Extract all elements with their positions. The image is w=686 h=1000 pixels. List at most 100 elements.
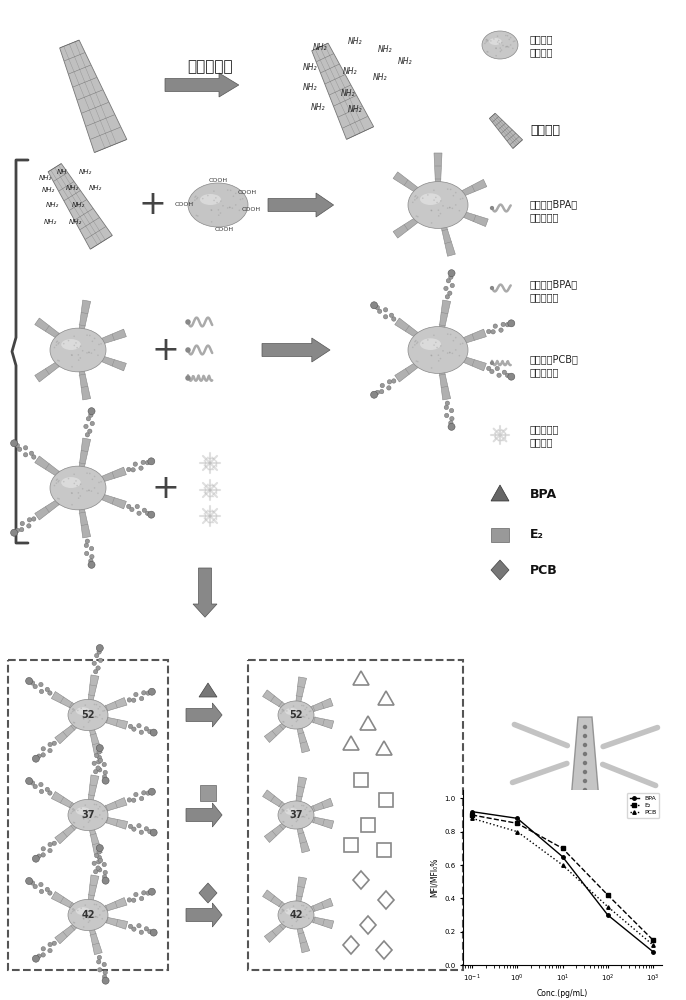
- Circle shape: [99, 706, 101, 708]
- Circle shape: [27, 518, 32, 522]
- Circle shape: [88, 921, 89, 923]
- Circle shape: [72, 909, 73, 910]
- Circle shape: [100, 343, 102, 345]
- Circle shape: [95, 853, 99, 858]
- Circle shape: [297, 712, 298, 713]
- Circle shape: [56, 482, 57, 484]
- Circle shape: [99, 714, 101, 716]
- Circle shape: [102, 918, 103, 920]
- BPA: [649, 946, 657, 958]
- Circle shape: [486, 40, 488, 42]
- Circle shape: [192, 202, 193, 203]
- Circle shape: [102, 877, 109, 884]
- Circle shape: [447, 291, 452, 295]
- Circle shape: [39, 789, 44, 794]
- Circle shape: [499, 43, 500, 44]
- Circle shape: [56, 341, 58, 343]
- Circle shape: [97, 860, 101, 864]
- Circle shape: [139, 730, 143, 734]
- Circle shape: [211, 221, 213, 223]
- Circle shape: [95, 916, 97, 917]
- Circle shape: [283, 709, 285, 711]
- Circle shape: [583, 734, 587, 738]
- Circle shape: [412, 202, 414, 203]
- Circle shape: [486, 366, 491, 371]
- Line: PCB: PCB: [471, 817, 654, 947]
- Circle shape: [76, 347, 78, 348]
- Circle shape: [41, 947, 45, 951]
- Text: +: +: [138, 188, 166, 222]
- Circle shape: [286, 910, 287, 912]
- Circle shape: [211, 209, 212, 211]
- Circle shape: [215, 197, 217, 199]
- Circle shape: [102, 775, 107, 779]
- Circle shape: [453, 195, 454, 196]
- Circle shape: [139, 696, 144, 701]
- Circle shape: [58, 343, 59, 345]
- Circle shape: [293, 805, 294, 807]
- Circle shape: [150, 729, 157, 736]
- Circle shape: [417, 361, 418, 362]
- Circle shape: [296, 919, 298, 921]
- Circle shape: [239, 210, 240, 211]
- Circle shape: [196, 198, 198, 200]
- Circle shape: [98, 344, 99, 345]
- Circle shape: [216, 202, 218, 203]
- Circle shape: [23, 446, 27, 450]
- Circle shape: [449, 207, 451, 208]
- Text: COOH: COOH: [242, 207, 261, 212]
- Text: +: +: [151, 472, 179, 504]
- Circle shape: [294, 813, 296, 814]
- Circle shape: [434, 344, 435, 346]
- E₂: [604, 889, 612, 901]
- Circle shape: [444, 405, 449, 410]
- Circle shape: [93, 769, 98, 774]
- Polygon shape: [393, 204, 439, 238]
- Circle shape: [455, 337, 457, 338]
- Polygon shape: [294, 877, 307, 915]
- Circle shape: [301, 716, 303, 718]
- Polygon shape: [394, 349, 439, 382]
- Circle shape: [451, 353, 453, 354]
- Text: COOH: COOH: [238, 190, 257, 195]
- Circle shape: [88, 559, 93, 563]
- Ellipse shape: [76, 907, 90, 915]
- Circle shape: [296, 921, 297, 922]
- Circle shape: [306, 707, 307, 708]
- Circle shape: [305, 809, 306, 810]
- Circle shape: [455, 349, 457, 351]
- Circle shape: [195, 195, 197, 197]
- Circle shape: [88, 490, 90, 491]
- Circle shape: [103, 970, 108, 975]
- Circle shape: [296, 821, 297, 822]
- Circle shape: [41, 747, 45, 751]
- Circle shape: [150, 929, 157, 936]
- Polygon shape: [438, 203, 488, 227]
- Circle shape: [462, 198, 464, 199]
- Polygon shape: [491, 560, 509, 580]
- Circle shape: [436, 347, 438, 348]
- Circle shape: [296, 917, 297, 919]
- Circle shape: [91, 341, 93, 342]
- Circle shape: [20, 521, 25, 526]
- Text: 锹霞亲和素: 锹霞亲和素: [530, 424, 559, 434]
- Circle shape: [414, 344, 416, 346]
- Circle shape: [449, 421, 453, 425]
- Circle shape: [388, 380, 392, 384]
- Circle shape: [501, 322, 506, 327]
- Circle shape: [93, 669, 98, 674]
- FancyArrow shape: [186, 703, 222, 727]
- Circle shape: [57, 360, 58, 361]
- Circle shape: [25, 678, 33, 684]
- Circle shape: [194, 199, 196, 201]
- Circle shape: [73, 335, 75, 337]
- Circle shape: [304, 916, 305, 918]
- Circle shape: [442, 205, 444, 207]
- Circle shape: [486, 51, 488, 52]
- Circle shape: [434, 199, 435, 201]
- Circle shape: [95, 904, 97, 905]
- Circle shape: [282, 921, 284, 922]
- Circle shape: [293, 705, 294, 707]
- Circle shape: [32, 955, 39, 962]
- Circle shape: [491, 330, 495, 334]
